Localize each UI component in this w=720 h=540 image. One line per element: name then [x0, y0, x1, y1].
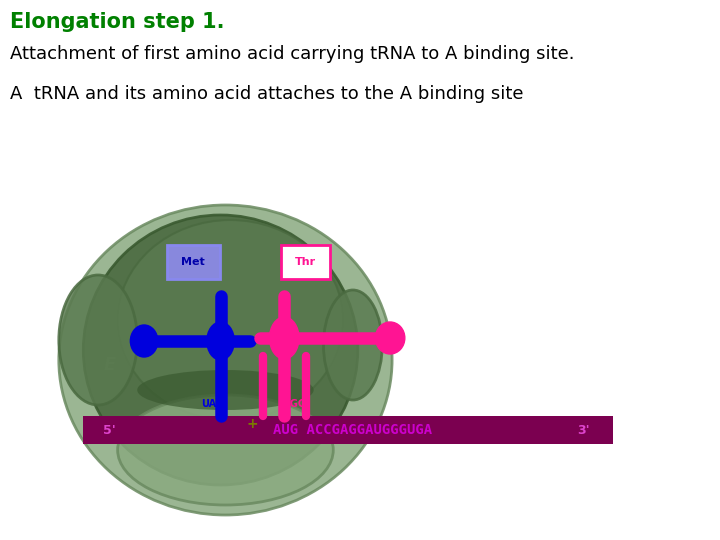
- Ellipse shape: [59, 205, 392, 515]
- Text: UAC: UAC: [202, 399, 224, 409]
- Text: Attachment of first amino acid carrying tRNA to A binding site.: Attachment of first amino acid carrying …: [10, 45, 575, 63]
- Ellipse shape: [207, 322, 234, 360]
- Text: Thr: Thr: [295, 257, 316, 267]
- Text: Elongation step 1.: Elongation step 1.: [10, 12, 225, 32]
- Text: UGG: UGG: [282, 399, 306, 409]
- FancyBboxPatch shape: [166, 245, 220, 279]
- Ellipse shape: [130, 325, 158, 357]
- Ellipse shape: [323, 290, 382, 400]
- Ellipse shape: [269, 317, 299, 359]
- Ellipse shape: [117, 395, 333, 505]
- Ellipse shape: [117, 220, 343, 420]
- Text: Met: Met: [181, 257, 205, 267]
- Bar: [84, 416, 613, 444]
- Text: AUG ACCGAGGAUGGGUGA: AUG ACCGAGGAUGGGUGA: [274, 423, 433, 437]
- Text: +: +: [246, 417, 258, 431]
- FancyBboxPatch shape: [282, 245, 330, 279]
- Text: 5': 5': [104, 423, 116, 436]
- Ellipse shape: [138, 370, 314, 410]
- Ellipse shape: [59, 275, 138, 405]
- Ellipse shape: [84, 215, 358, 485]
- Bar: [84, 416, 138, 444]
- Ellipse shape: [375, 322, 405, 354]
- Text: A  tRNA and its amino acid attaches to the A binding site: A tRNA and its amino acid attaches to th…: [10, 85, 523, 103]
- Text: E: E: [104, 356, 116, 374]
- Text: 3': 3': [577, 423, 590, 436]
- Bar: [549, 416, 613, 444]
